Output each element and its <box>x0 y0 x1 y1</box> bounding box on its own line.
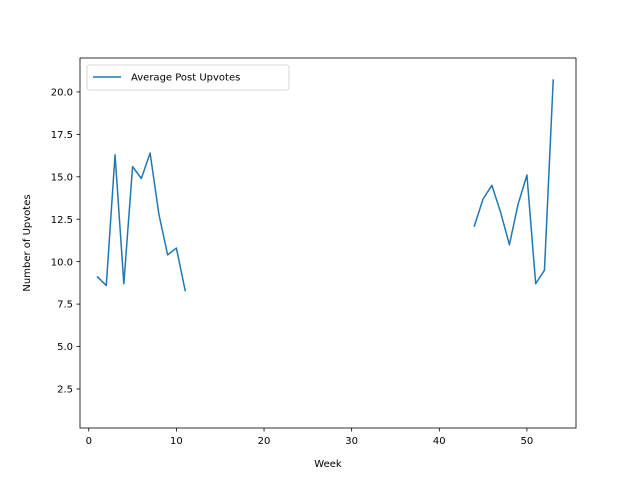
y-tick-label: 15.0 <box>51 172 73 183</box>
series-line-segment <box>473 79 555 285</box>
y-tick-label: 2.5 <box>57 385 73 396</box>
legend-box <box>86 64 290 91</box>
legend-label: Average Post Upvotes <box>131 73 240 84</box>
series-layer <box>96 79 555 292</box>
x-tick-label: 20 <box>258 436 271 447</box>
x-tick-label: 0 <box>86 436 92 447</box>
y-tick-label: 17.5 <box>51 130 73 141</box>
x-tick-label: 30 <box>345 436 358 447</box>
plot-frame <box>79 57 577 429</box>
x-tick-label: 10 <box>170 436 183 447</box>
y-axis-label: Number of Upvotes <box>22 194 33 291</box>
legend: Average Post Upvotes <box>86 64 290 91</box>
x-axis-label: Week <box>314 459 342 470</box>
plot-area <box>80 58 576 428</box>
y-tick-label: 20.0 <box>51 88 73 99</box>
y-tick-label: 7.5 <box>57 300 73 311</box>
y-tick-label: 5.0 <box>57 342 73 353</box>
y-tick-label: 10.0 <box>51 257 73 268</box>
axes-layer: 0 10 20 30 40 50 2.5 5.0 7.5 10.0 12.5 15.0 17.5 20.0 <box>51 88 534 447</box>
y-tick-label: 12.5 <box>51 215 73 226</box>
x-tick-label: 40 <box>433 436 446 447</box>
series-line-segment <box>96 152 187 292</box>
x-tick-label: 50 <box>521 436 534 447</box>
